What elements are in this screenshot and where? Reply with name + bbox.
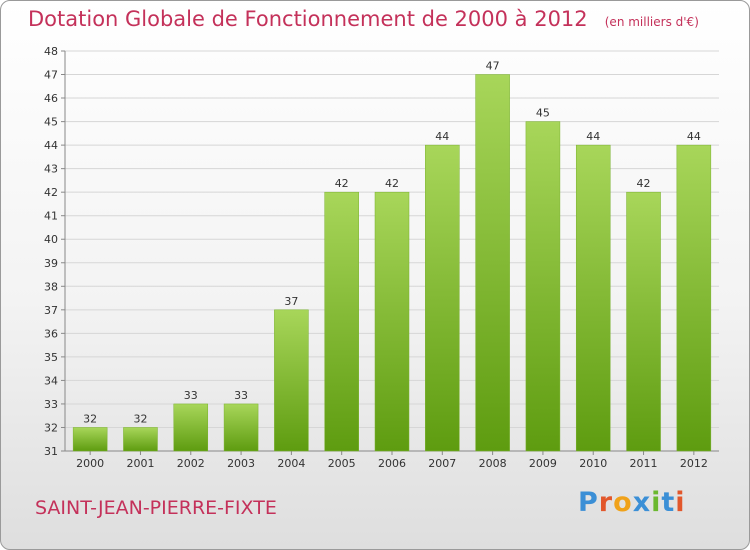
x-tick-label: 2003 — [227, 457, 255, 470]
bar-2005 — [324, 191, 359, 452]
bar-value-label: 42 — [385, 177, 399, 190]
commune-name: SAINT-JEAN-PIERRE-FIXTE — [35, 497, 277, 519]
bar-2004 — [274, 309, 309, 452]
y-tick-label: 48 — [44, 45, 58, 58]
y-tick-label: 45 — [44, 116, 58, 129]
bar-value-label: 33 — [234, 389, 248, 402]
y-tick-label: 46 — [44, 92, 58, 105]
logo-letter: t — [661, 487, 676, 518]
logo-letter: r — [598, 487, 614, 518]
x-tick-label: 2012 — [680, 457, 708, 470]
y-tick-label: 38 — [44, 280, 58, 293]
bar-value-label: 37 — [284, 295, 298, 308]
y-tick-label: 33 — [44, 398, 58, 411]
x-tick-label: 2009 — [529, 457, 557, 470]
labels-layer: 32 2000 32 2001 33 2002 33 2003 37 2004 42 2005 42 20… — [76, 60, 708, 470]
logo-letter: i — [675, 487, 686, 518]
bar-value-label: 42 — [637, 177, 651, 190]
x-tick-label: 2011 — [630, 457, 658, 470]
y-tick-label: 43 — [44, 163, 58, 176]
bar-value-label: 45 — [536, 107, 550, 120]
bar-2008 — [475, 74, 510, 452]
bar-2011 — [626, 191, 661, 452]
x-tick-label: 2010 — [579, 457, 607, 470]
x-tick-label: 2004 — [277, 457, 305, 470]
y-tick-label: 32 — [44, 421, 58, 434]
x-tick-label: 2007 — [428, 457, 456, 470]
chart-title-main: Dotation Globale de Fonctionnement de 20… — [28, 7, 588, 31]
bars-layer — [72, 74, 712, 452]
y-tick-label: 35 — [44, 351, 58, 364]
bar-2002 — [173, 403, 209, 452]
bar-value-label: 32 — [83, 412, 97, 425]
x-tick-label: 2005 — [328, 457, 356, 470]
chart-title-unit: (en milliers d'€) — [604, 15, 699, 29]
x-tick-label: 2001 — [126, 457, 154, 470]
bar-value-label: 47 — [486, 60, 500, 73]
x-tick-label: 2006 — [378, 457, 406, 470]
y-tick-label: 40 — [44, 233, 58, 246]
logo-letter: P — [578, 487, 599, 518]
y-tick-label: 36 — [44, 327, 58, 340]
bar-value-label: 42 — [335, 177, 349, 190]
bar-2001 — [123, 427, 158, 452]
bar-2003 — [223, 403, 259, 452]
bar-2009 — [525, 121, 561, 452]
y-tick-label: 34 — [44, 374, 58, 387]
logo-letter: o — [613, 487, 633, 518]
bar-2006 — [374, 191, 410, 452]
bar-value-label: 33 — [184, 389, 198, 402]
y-tick-label: 47 — [44, 69, 58, 82]
chart-title: Dotation Globale de Fonctionnement de 20… — [28, 7, 699, 31]
bar-2007 — [425, 144, 460, 452]
x-tick-label: 2008 — [479, 457, 507, 470]
bar-value-label: 44 — [687, 130, 701, 143]
y-tick-label: 37 — [44, 304, 58, 317]
y-tick-label: 31 — [44, 445, 58, 458]
y-tick-label: 41 — [44, 210, 58, 223]
logo-letter: x — [632, 487, 652, 518]
proxiti-logo[interactable]: Proxiti — [578, 487, 686, 518]
bar-value-label: 44 — [586, 130, 600, 143]
logo-letter: i — [651, 487, 662, 518]
bar-2010 — [575, 144, 611, 452]
bar-value-label: 44 — [435, 130, 449, 143]
x-tick-label: 2002 — [177, 457, 205, 470]
bar-2012 — [676, 144, 712, 452]
bar-value-label: 32 — [133, 412, 147, 425]
bar-2000 — [72, 427, 108, 452]
x-tick-label: 2000 — [76, 457, 104, 470]
y-tick-label: 39 — [44, 257, 58, 270]
y-tick-label: 42 — [44, 186, 58, 199]
y-tick-label: 44 — [44, 139, 58, 152]
